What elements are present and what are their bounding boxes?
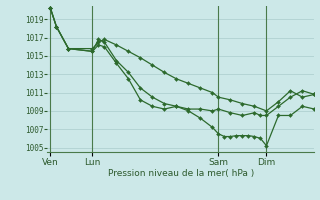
X-axis label: Pression niveau de la mer( hPa ): Pression niveau de la mer( hPa ) bbox=[108, 169, 254, 178]
